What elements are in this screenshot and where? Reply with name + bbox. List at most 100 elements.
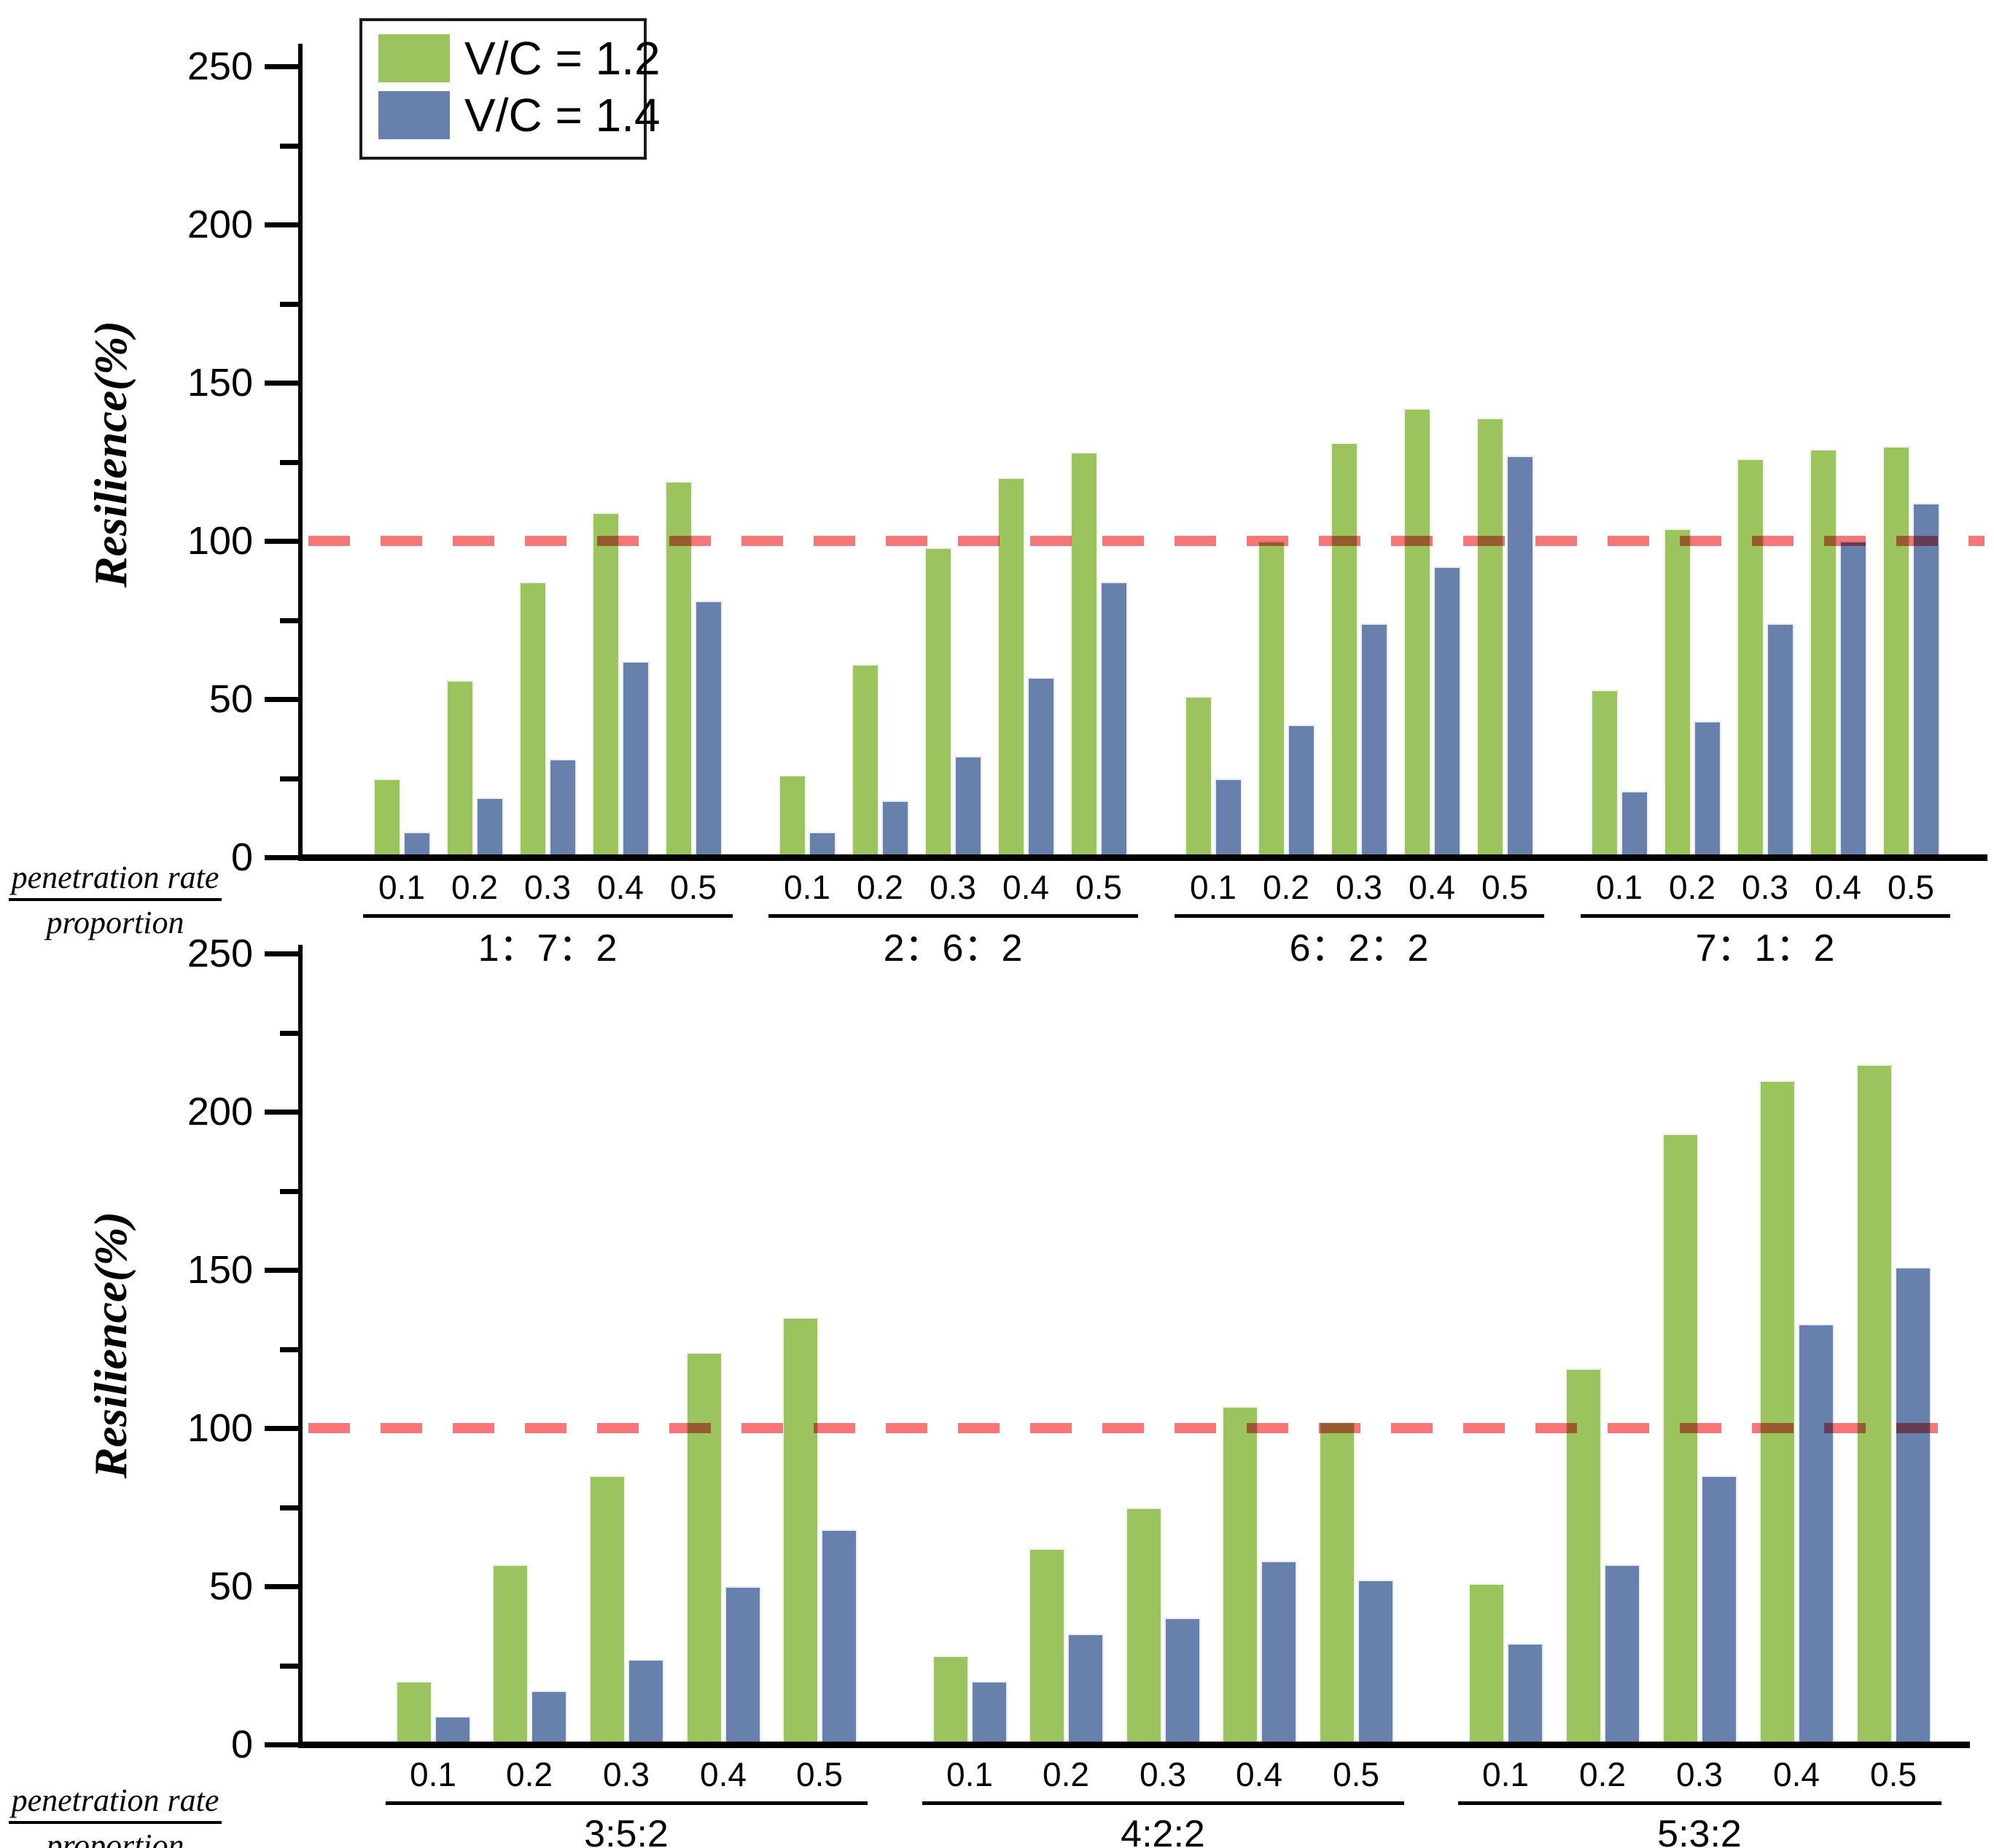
x-tick-label-top-g3-0.4: 0.4 xyxy=(1409,868,1455,906)
group-underline-top-g1 xyxy=(362,914,733,918)
y-tick-label-top-0: 0 xyxy=(230,835,253,879)
x-tick-label-top-g4-0.4: 0.4 xyxy=(1815,868,1861,906)
bar-vc14-bottom-g2-0.3 xyxy=(1164,1618,1201,1744)
x-tick-label-top-g2-0.3: 0.3 xyxy=(930,868,976,906)
x-tick-label-bottom-g1-0.3: 0.3 xyxy=(603,1755,650,1793)
bar-vc12-bottom-g3-0.4 xyxy=(1759,1080,1796,1744)
reference-line-bottom xyxy=(308,1423,1943,1433)
bar-vc14-bottom-g1-0.3 xyxy=(627,1658,664,1744)
group-underline-top-g2 xyxy=(768,914,1138,918)
bar-vc12-top-g4-0.5 xyxy=(1882,445,1910,857)
bar-vc14-bottom-g1-0.2 xyxy=(530,1691,567,1744)
bar-vc14-top-g2-0.4 xyxy=(1027,677,1055,857)
y-major-tick-top-0 xyxy=(265,855,298,860)
y-major-tick-top-200 xyxy=(265,222,298,227)
x-axis-top xyxy=(298,854,1987,861)
y-tick-label-bottom-250: 250 xyxy=(187,932,253,975)
x-tick-label-top-g1-0.5: 0.5 xyxy=(670,868,717,906)
bar-vc14-top-g3-0.2 xyxy=(1287,724,1315,857)
bar-vc12-top-g3-0.3 xyxy=(1330,442,1358,857)
x-tick-label-bottom-g1-0.5: 0.5 xyxy=(796,1755,843,1793)
x-tick-label-top-g2-0.4: 0.4 xyxy=(1002,868,1049,906)
y-major-tick-top-150 xyxy=(265,381,298,386)
bar-vc12-top-g4-0.2 xyxy=(1663,528,1691,857)
x-tick-label-top-g3-0.5: 0.5 xyxy=(1481,868,1528,906)
group-label-top-g3: 6：2：2 xyxy=(1289,927,1429,970)
y-tick-label-top-50: 50 xyxy=(209,677,253,721)
bar-vc12-bottom-g3-0.3 xyxy=(1662,1134,1699,1744)
y-tick-label-bottom-200: 200 xyxy=(187,1090,253,1134)
x-tick-label-top-g3-0.3: 0.3 xyxy=(1336,868,1382,906)
bar-vc14-top-g4-0.1 xyxy=(1620,790,1648,857)
y-axis-top xyxy=(298,44,303,860)
bar-vc12-top-g2-0.4 xyxy=(997,477,1025,857)
group-underline-top-g3 xyxy=(1174,914,1544,918)
bar-vc14-top-g1-0.5 xyxy=(694,601,723,857)
bar-vc12-bottom-g3-0.5 xyxy=(1855,1064,1893,1744)
y-major-tick-bottom-0 xyxy=(265,1742,298,1747)
x-tick-label-bottom-g3-0.3: 0.3 xyxy=(1676,1755,1723,1793)
y-major-tick-bottom-200 xyxy=(265,1110,298,1115)
x-axis-bottom xyxy=(298,1742,1970,1748)
bar-vc14-top-g1-0.4 xyxy=(621,660,650,857)
bar-vc12-top-g1-0.4 xyxy=(591,512,620,857)
x-tick-label-bottom-g1-0.4: 0.4 xyxy=(700,1755,747,1793)
bar-vc14-top-g2-0.3 xyxy=(954,756,982,857)
corner-label-bottom-denominator: proportion xyxy=(46,1828,184,1848)
bar-vc14-top-g2-0.2 xyxy=(881,800,909,857)
bar-vc14-top-g3-0.5 xyxy=(1506,455,1534,857)
x-tick-label-top-g4-0.1: 0.1 xyxy=(1596,868,1643,906)
bar-vc14-top-g3-0.3 xyxy=(1360,623,1388,857)
group-label-bottom-g1: 3:5:2 xyxy=(584,1813,669,1848)
x-tick-label-bottom-g1-0.2: 0.2 xyxy=(506,1755,553,1793)
bar-vc12-bottom-g2-0.1 xyxy=(932,1656,969,1744)
bar-vc14-top-g2-0.1 xyxy=(808,832,836,857)
bar-vc14-top-g4-0.5 xyxy=(1912,502,1940,857)
y-axis-bottom xyxy=(298,945,303,1747)
bar-vc12-bottom-g2-0.2 xyxy=(1028,1548,1065,1744)
bar-vc14-bottom-g2-0.4 xyxy=(1260,1561,1297,1744)
x-tick-label-bottom-g1-0.1: 0.1 xyxy=(410,1755,456,1793)
group-label-top-g2: 2：6：2 xyxy=(883,927,1023,970)
y-major-tick-bottom-100 xyxy=(265,1426,298,1431)
x-tick-label-bottom-g2-0.5: 0.5 xyxy=(1333,1755,1379,1793)
bar-vc12-top-g1-0.1 xyxy=(373,778,401,857)
y-minor-tick-top-75 xyxy=(280,617,298,623)
bar-vc12-top-g3-0.1 xyxy=(1184,695,1212,857)
corner-label-bottom-fraction-bar xyxy=(9,1821,222,1824)
corner-label-bottom-numerator: penetration rate xyxy=(11,1782,219,1818)
bar-vc14-top-g1-0.2 xyxy=(475,797,504,857)
legend-swatch-vc12 xyxy=(378,34,450,82)
x-tick-label-bottom-g3-0.2: 0.2 xyxy=(1579,1755,1626,1793)
group-label-bottom-g2: 4:2:2 xyxy=(1121,1813,1205,1848)
bar-vc12-top-g2-0.5 xyxy=(1070,452,1098,857)
bar-vc12-top-g3-0.4 xyxy=(1403,408,1431,857)
x-tick-label-bottom-g3-0.1: 0.1 xyxy=(1482,1755,1529,1793)
x-tick-label-top-g1-0.2: 0.2 xyxy=(451,868,498,906)
bar-vc12-bottom-g1-0.4 xyxy=(685,1352,723,1744)
y-major-tick-bottom-250 xyxy=(265,951,298,956)
legend-label-vc14: V/C = 1.4 xyxy=(464,89,661,141)
x-tick-label-top-g4-0.5: 0.5 xyxy=(1888,868,1934,906)
y-tick-label-top-150: 150 xyxy=(187,361,253,405)
bar-vc12-bottom-g2-0.5 xyxy=(1318,1422,1355,1744)
group-underline-top-g4 xyxy=(1580,914,1950,918)
bar-vc14-bottom-g3-0.5 xyxy=(1894,1266,1931,1744)
bar-vc14-top-g2-0.5 xyxy=(1099,582,1128,857)
y-minor-tick-bottom-25 xyxy=(280,1663,298,1669)
y-axis-title-top: Resilience(%) xyxy=(85,320,136,588)
bar-vc12-top-g2-0.3 xyxy=(924,547,952,857)
y-tick-label-bottom-0: 0 xyxy=(230,1723,253,1766)
group-underline-bottom-g3 xyxy=(1457,1801,1942,1805)
x-tick-label-top-g1-0.1: 0.1 xyxy=(378,868,425,906)
y-tick-label-top-200: 200 xyxy=(187,203,253,246)
bar-vc12-bottom-g1-0.3 xyxy=(588,1475,626,1744)
x-tick-label-bottom-g3-0.5: 0.5 xyxy=(1870,1755,1917,1793)
x-tick-label-bottom-g2-0.4: 0.4 xyxy=(1236,1755,1282,1793)
bar-vc12-top-g4-0.1 xyxy=(1590,689,1619,857)
y-major-tick-top-100 xyxy=(265,539,298,544)
group-underline-bottom-g1 xyxy=(385,1801,868,1805)
x-tick-label-top-g4-0.2: 0.2 xyxy=(1669,868,1715,906)
x-tick-label-top-g2-0.1: 0.1 xyxy=(784,868,830,906)
bar-vc14-top-g4-0.3 xyxy=(1766,623,1794,857)
